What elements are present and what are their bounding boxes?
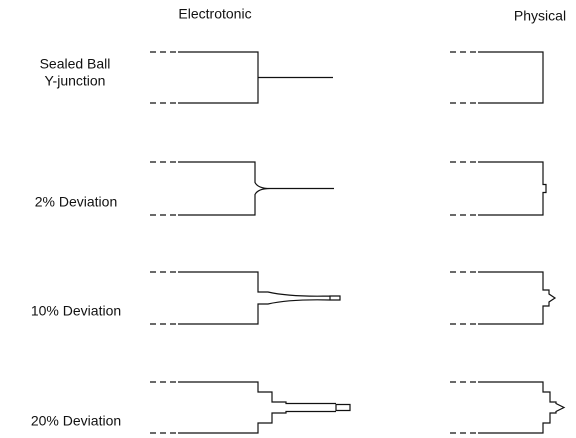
page: Electrotonic Physical Sealed BallY-junct… (0, 0, 576, 438)
physical-tree (478, 272, 555, 324)
row-label: 10% Deviation (31, 303, 121, 319)
physical-tree (478, 382, 564, 433)
row-label: Y-junction (45, 73, 106, 89)
figure: Electrotonic Physical Sealed BallY-junct… (0, 0, 576, 438)
electrotonic-tree (178, 162, 334, 215)
column-header: Electrotonic (178, 6, 251, 22)
row-label: 20% Deviation (31, 413, 121, 429)
column-header: Physical (514, 8, 566, 24)
electrotonic-tree (178, 272, 340, 324)
physical-tree (478, 52, 543, 103)
row-label: 2% Deviation (35, 194, 118, 210)
physical-tree (478, 162, 546, 215)
row-label: Sealed Ball (40, 56, 111, 72)
electrotonic-tree (178, 382, 350, 433)
electrotonic-tree (178, 52, 333, 103)
